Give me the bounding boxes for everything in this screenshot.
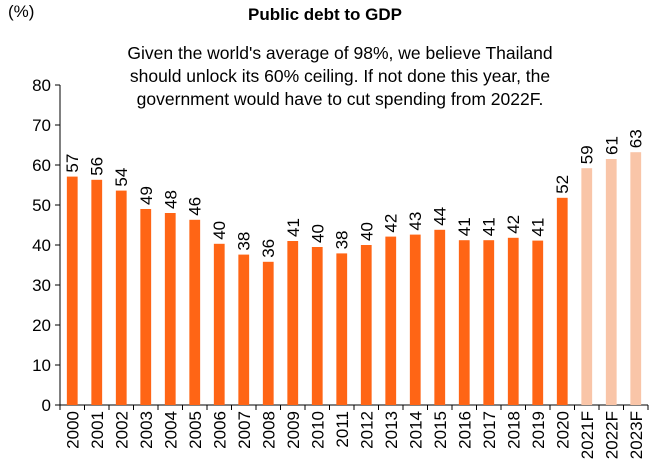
data-label: 57 bbox=[63, 154, 82, 173]
bar-2021F bbox=[581, 168, 593, 405]
chart-annotation: Given the world's average of 98%, we bel… bbox=[127, 43, 553, 109]
data-label: 40 bbox=[210, 221, 229, 240]
bar-2014 bbox=[409, 234, 421, 405]
data-label: 36 bbox=[259, 239, 278, 258]
bar-2023F bbox=[630, 152, 642, 405]
bar-2018 bbox=[507, 237, 519, 405]
data-label: 42 bbox=[504, 215, 523, 234]
x-tick-label: 2020 bbox=[553, 411, 572, 449]
x-tick-label: 2017 bbox=[480, 411, 499, 449]
x-tick-label: 2019 bbox=[529, 411, 548, 449]
data-label: 59 bbox=[578, 145, 597, 164]
y-tick-label: 10 bbox=[32, 356, 51, 375]
bar-2007 bbox=[238, 254, 250, 405]
data-label: 41 bbox=[284, 218, 303, 237]
x-tick-label: 2018 bbox=[504, 411, 523, 449]
bar-2002 bbox=[115, 190, 127, 405]
x-tick-label: 2021F bbox=[578, 411, 597, 459]
data-label: 38 bbox=[235, 232, 254, 251]
data-label: 41 bbox=[455, 217, 474, 236]
data-label: 38 bbox=[333, 230, 352, 249]
bar-2001 bbox=[91, 179, 103, 405]
x-tick-label: 2022F bbox=[602, 411, 621, 459]
bar-2020 bbox=[556, 197, 568, 405]
x-tick-label: 2015 bbox=[431, 411, 450, 449]
x-tick-label: 2007 bbox=[235, 411, 254, 449]
data-label: 40 bbox=[308, 224, 327, 243]
data-label: 41 bbox=[480, 217, 499, 236]
x-tick-label: 2004 bbox=[161, 411, 180, 449]
x-tick-label: 2001 bbox=[88, 411, 107, 449]
data-label: 49 bbox=[137, 186, 156, 205]
bar-2009 bbox=[287, 241, 299, 405]
bar-2008 bbox=[262, 261, 274, 405]
x-tick-label: 2005 bbox=[186, 411, 205, 449]
x-tick-label: 2011 bbox=[333, 411, 352, 448]
bar-2006 bbox=[213, 243, 225, 405]
data-label: 46 bbox=[186, 197, 205, 216]
data-label: 56 bbox=[88, 157, 107, 176]
data-label: 52 bbox=[553, 175, 572, 194]
data-label: 42 bbox=[382, 214, 401, 233]
y-tick-label: 80 bbox=[32, 76, 51, 95]
bar-2003 bbox=[140, 209, 152, 405]
x-tick-label: 2003 bbox=[137, 411, 156, 449]
bar-2004 bbox=[164, 213, 176, 405]
x-tick-label: 2008 bbox=[259, 411, 278, 449]
x-tick-label: 2006 bbox=[210, 411, 229, 449]
data-label: 40 bbox=[357, 222, 376, 241]
bar-2015 bbox=[434, 229, 446, 405]
x-tick-label: 2000 bbox=[63, 411, 82, 449]
bar-2022F bbox=[605, 159, 617, 405]
bar-2005 bbox=[189, 219, 201, 405]
x-tick-label: 2002 bbox=[112, 411, 131, 449]
y-tick-label: 30 bbox=[32, 276, 51, 295]
data-label: 41 bbox=[529, 218, 548, 237]
data-label: 48 bbox=[161, 190, 180, 209]
y-tick-label: 40 bbox=[32, 236, 51, 255]
x-tick-label: 2016 bbox=[455, 411, 474, 449]
bar-2011 bbox=[336, 253, 348, 405]
y-tick-label: 70 bbox=[32, 116, 51, 135]
y-tick-label: 20 bbox=[32, 316, 51, 335]
data-label: 61 bbox=[602, 136, 621, 155]
bar-2013 bbox=[385, 236, 397, 405]
chart-title: Public debt to GDP bbox=[248, 5, 402, 24]
bar-2010 bbox=[311, 247, 323, 405]
bar-2012 bbox=[360, 245, 372, 405]
y-tick-label: 0 bbox=[42, 396, 51, 415]
data-label: 43 bbox=[406, 212, 425, 231]
data-label: 44 bbox=[431, 207, 450, 226]
x-tick-label: 2012 bbox=[357, 411, 376, 449]
bar-2016 bbox=[458, 240, 470, 405]
x-tick-label: 2013 bbox=[382, 411, 401, 449]
data-label: 54 bbox=[112, 168, 131, 187]
y-tick-label: 60 bbox=[32, 156, 51, 175]
data-label: 63 bbox=[627, 129, 646, 148]
x-tick-label: 2023F bbox=[627, 411, 646, 459]
bar-2017 bbox=[483, 240, 495, 405]
bar-2000 bbox=[66, 176, 78, 405]
y-unit-label: (%) bbox=[8, 2, 35, 21]
bar-2019 bbox=[532, 240, 544, 405]
x-tick-label: 2009 bbox=[284, 411, 303, 449]
x-tick-label: 2010 bbox=[308, 411, 327, 449]
x-tick-label: 2014 bbox=[406, 411, 425, 449]
y-tick-label: 50 bbox=[32, 196, 51, 215]
